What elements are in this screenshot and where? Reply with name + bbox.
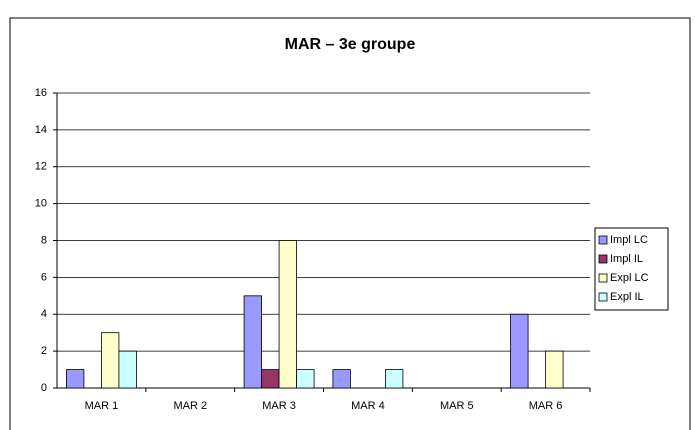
legend-label: Expl LC (610, 272, 649, 284)
legend-label: Impl LC (610, 234, 648, 246)
bar (118, 350, 137, 389)
y-tick-label: 2 (41, 345, 47, 357)
y-tick-label: 0 (41, 382, 47, 394)
y-tick-label: 8 (41, 234, 47, 246)
legend-label: Expl IL (610, 291, 644, 303)
legend-swatch (598, 254, 608, 264)
bar (278, 240, 297, 389)
chart-title: MAR – 3e groupe (285, 36, 416, 53)
legend-swatch (598, 235, 608, 245)
bar (296, 369, 315, 389)
bar (510, 313, 529, 389)
bar (332, 369, 351, 389)
y-tick-label: 14 (35, 124, 47, 136)
legend-swatch (598, 292, 608, 302)
bar (261, 369, 280, 389)
bar (101, 332, 120, 389)
x-tick-label: MAR 4 (351, 400, 385, 412)
x-tick-label: MAR 3 (262, 400, 296, 412)
bar (243, 295, 262, 389)
bar (545, 350, 564, 389)
x-tick-label: MAR 5 (440, 400, 474, 412)
x-tick-label: MAR 1 (85, 400, 119, 412)
legend-swatch (598, 273, 608, 283)
legend-label: Impl IL (610, 253, 643, 265)
y-tick-label: 12 (35, 161, 47, 173)
x-tick-label: MAR 2 (173, 400, 207, 412)
y-tick-label: 4 (41, 308, 47, 320)
x-tick-label: MAR 6 (529, 400, 563, 412)
y-tick-label: 10 (35, 198, 47, 210)
bar (385, 369, 404, 389)
y-tick-label: 16 (35, 87, 47, 99)
bar (66, 369, 85, 389)
y-tick-label: 6 (41, 271, 47, 283)
